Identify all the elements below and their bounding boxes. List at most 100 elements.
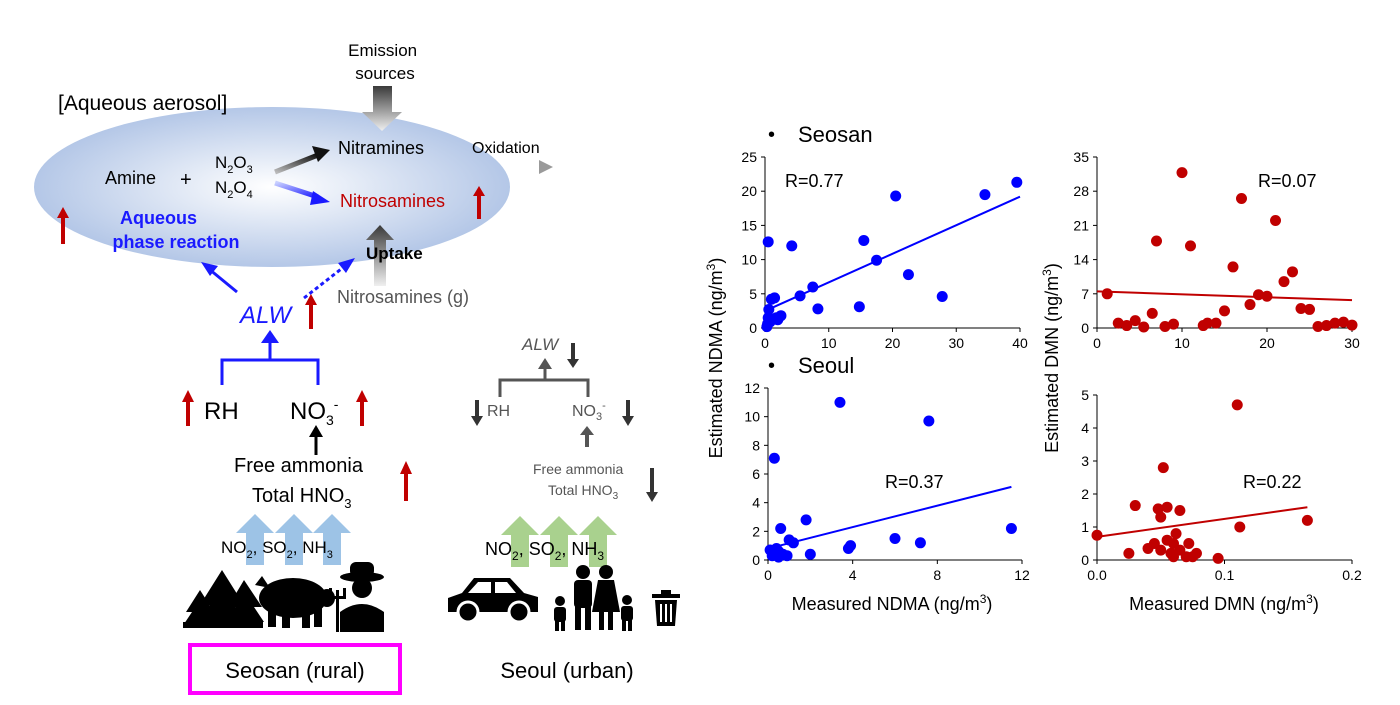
emission-sources-label: Emission sources <box>348 41 422 83</box>
x-tick-label: 0 <box>1093 335 1101 351</box>
alw-to-reaction-head <box>201 262 218 276</box>
uptake-arrow <box>366 225 394 286</box>
data-point <box>800 514 812 526</box>
y-tick-label: 7 <box>1081 286 1089 302</box>
data-point <box>1301 514 1313 526</box>
data-point <box>1329 317 1341 329</box>
emission-arrow <box>362 86 402 131</box>
data-point <box>914 537 926 549</box>
data-point <box>786 240 798 252</box>
data-point <box>1227 261 1239 273</box>
data-point <box>1219 305 1230 317</box>
data-point <box>1287 266 1298 278</box>
alw-to-uptake-head <box>338 258 355 273</box>
bracket-arrow-head <box>261 330 279 343</box>
data-point <box>1253 289 1264 301</box>
seosan-bullet: • <box>768 124 775 146</box>
data-point <box>889 533 901 544</box>
arrow-to-nitramines <box>274 152 319 175</box>
x-tick-label: 8 <box>933 567 941 583</box>
data-point <box>1236 193 1247 205</box>
x-tick-label: 10 <box>1174 335 1190 351</box>
x-tick-label: 0.1 <box>1215 567 1235 583</box>
data-point <box>787 537 799 549</box>
urban-no3-down-arrow <box>622 400 634 426</box>
data-point <box>1112 317 1124 329</box>
data-point <box>1212 552 1224 564</box>
data-point <box>1321 320 1332 332</box>
y-tick-label: 4 <box>752 495 760 511</box>
alw-label: ALW <box>238 302 293 329</box>
data-point <box>1270 215 1281 227</box>
data-point <box>1304 303 1315 315</box>
urban-gas-arrows <box>501 516 617 567</box>
data-point <box>845 540 857 552</box>
data-point <box>1231 399 1243 411</box>
y-tick-label: 12 <box>744 380 760 396</box>
free-ammonia-label: Free ammonia <box>234 455 364 477</box>
rural-gas-arrows <box>236 514 351 565</box>
x-tick-label: 20 <box>1259 335 1275 351</box>
regression-line <box>767 485 1012 550</box>
data-point <box>1123 547 1135 559</box>
data-point <box>775 522 787 534</box>
data-point <box>858 234 870 246</box>
gas-arrow <box>313 514 351 565</box>
y-tick-label: 1 <box>1081 519 1089 535</box>
car-icon <box>448 578 538 624</box>
data-point <box>1210 317 1222 329</box>
data-point <box>1261 290 1273 302</box>
x-tick-label: 0.0 <box>1087 567 1107 583</box>
y-tick-label: 25 <box>741 149 757 165</box>
y-tick-label: 0 <box>1081 552 1089 568</box>
gas-arrow <box>540 516 578 567</box>
data-point <box>1138 321 1150 333</box>
data-point <box>1011 176 1023 188</box>
alw-to-reaction-arrow <box>208 267 238 294</box>
y-tick-label: 35 <box>1073 149 1089 165</box>
y-axis-label-dmn: Estimated DMN (ng/m3) <box>1040 263 1062 453</box>
aerosol-ellipse <box>34 107 510 267</box>
y-tick-label: 0 <box>1081 320 1089 336</box>
n2o4-label: N2O4 <box>215 178 253 201</box>
rh-no3-bracket <box>220 358 320 385</box>
data-point <box>902 269 914 281</box>
y-tick-label: 4 <box>1081 420 1089 436</box>
uptake-label: Uptake <box>366 244 423 263</box>
nitrosamines-gas-label: Nitrosamines (g) <box>337 287 469 307</box>
data-point <box>1346 319 1358 331</box>
data-point <box>853 301 865 313</box>
seosan-label: Seosan (rural) <box>225 658 364 683</box>
data-point <box>1146 307 1158 319</box>
urban-no3-label: NO3- <box>572 400 606 423</box>
seoul-section-title: Seoul <box>798 353 854 378</box>
correlation-label: R=0.07 <box>1258 171 1317 191</box>
urban-ammonia-arrow <box>580 426 594 447</box>
data-point <box>763 304 775 316</box>
total-hno3-label: Total HNO3 <box>252 485 351 511</box>
no3-red-arrow <box>356 390 368 426</box>
urban-ammonia-down-arrow <box>646 468 658 502</box>
y-tick-label: 15 <box>741 217 757 233</box>
x-tick-label: 40 <box>1012 335 1028 351</box>
plus-sign: + <box>180 169 192 191</box>
data-point <box>1338 316 1349 328</box>
data-point <box>1183 538 1195 549</box>
y-axis-label-ndma: Estimated NDMA (ng/m3) <box>704 258 726 459</box>
y-tick-label: 14 <box>1073 252 1089 268</box>
seosan-highlight-box <box>188 643 402 695</box>
data-point <box>1091 529 1103 541</box>
x-tick-label: 30 <box>1344 335 1360 351</box>
data-point <box>1155 511 1167 523</box>
data-point <box>1202 317 1213 329</box>
x-tick-label: 12 <box>1014 567 1030 583</box>
arrow-to-nitrosamines <box>274 180 319 200</box>
urban-alw-down-arrow <box>567 343 579 368</box>
family-icon <box>554 565 633 631</box>
urban-gases-label: NO2, SO2, NH3 <box>485 539 604 563</box>
aqueous-red-arrow <box>57 207 69 244</box>
data-point <box>781 550 793 562</box>
y-tick-label: 10 <box>741 252 757 268</box>
farmer-icon <box>329 562 384 632</box>
aqueous-phase-reaction-label: Aqueous phase reaction <box>112 208 239 252</box>
